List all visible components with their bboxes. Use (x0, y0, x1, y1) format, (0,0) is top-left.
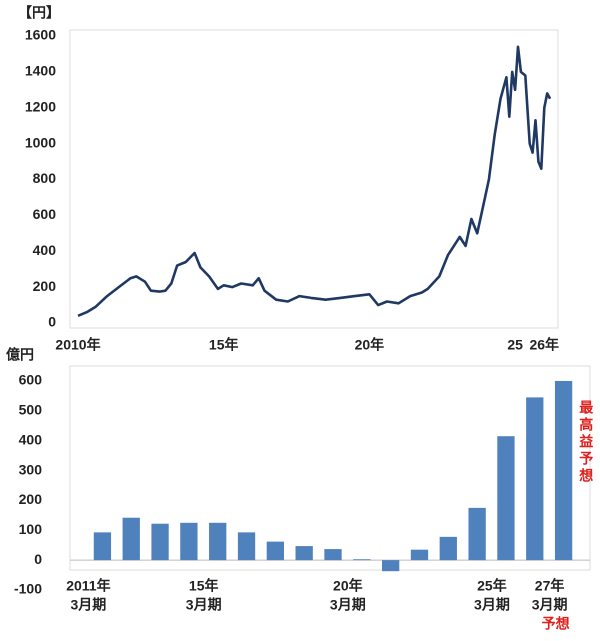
x-tick-sublabel: 3月期 (474, 597, 510, 613)
bar (237, 532, 256, 561)
bar (410, 549, 429, 561)
annotation: 最高益予想 (578, 399, 594, 485)
bar (353, 559, 371, 561)
y-tick-label: 1000 (25, 134, 56, 150)
plot-frame (69, 365, 591, 571)
y-tick-label: 400 (19, 431, 43, 447)
x-tick-sublabel: 3月期 (532, 597, 568, 613)
x-tick-label: 25年 (477, 578, 507, 594)
y-unit-label: 【円】 (18, 5, 60, 21)
x-tick-label: 25 (507, 337, 523, 353)
y-tick-label: 600 (33, 206, 57, 222)
y-tick-label: 400 (33, 242, 57, 258)
bar (526, 397, 544, 561)
y-tick-label: 0 (48, 314, 56, 330)
x-tick-label: 20年 (333, 578, 363, 594)
bar (266, 541, 284, 561)
y-tick-label: -100 (14, 581, 42, 597)
bar (468, 507, 486, 561)
x-tick-sublabel: 3月期 (330, 597, 366, 613)
x-tick-label: 27年 (535, 578, 565, 594)
y-tick-label: 800 (33, 170, 57, 186)
y-tick-label: 200 (19, 491, 43, 507)
y-tick-label: 500 (19, 402, 43, 418)
bar (382, 560, 400, 572)
y-tick-label: 0 (34, 551, 42, 567)
y-tick-label: 1200 (25, 98, 56, 114)
x-tick-label: 20年 (355, 337, 385, 353)
x-tick-sublabel: 3月期 (186, 597, 222, 613)
bar (151, 523, 169, 561)
y-tick-label: 1400 (25, 63, 56, 79)
bar (497, 436, 515, 561)
plot-frame (69, 29, 559, 329)
y-tick-label: 200 (33, 278, 57, 294)
y-unit-label: 億円 (6, 347, 34, 363)
bar (209, 522, 227, 561)
forecast-label: 予想 (542, 616, 570, 632)
bar (324, 549, 342, 561)
y-tick-label: 600 (19, 372, 43, 388)
bar (554, 380, 573, 561)
price-line (77, 45, 552, 318)
x-tick-label: 15年 (209, 337, 239, 353)
bar (439, 536, 457, 561)
bar (180, 522, 198, 561)
x-tick-label: 2011年 (66, 578, 110, 594)
bar (295, 546, 313, 561)
bar (122, 517, 140, 561)
x-tick-label: 26年 (529, 337, 559, 353)
y-tick-label: 1600 (25, 27, 56, 43)
x-tick-sublabel: 3月期 (71, 597, 107, 613)
x-tick-label: 15年 (189, 578, 219, 594)
bar (93, 532, 112, 561)
x-tick-label: 2010年 (55, 337, 100, 353)
y-tick-label: 100 (19, 521, 43, 537)
y-tick-label: 300 (19, 461, 43, 477)
